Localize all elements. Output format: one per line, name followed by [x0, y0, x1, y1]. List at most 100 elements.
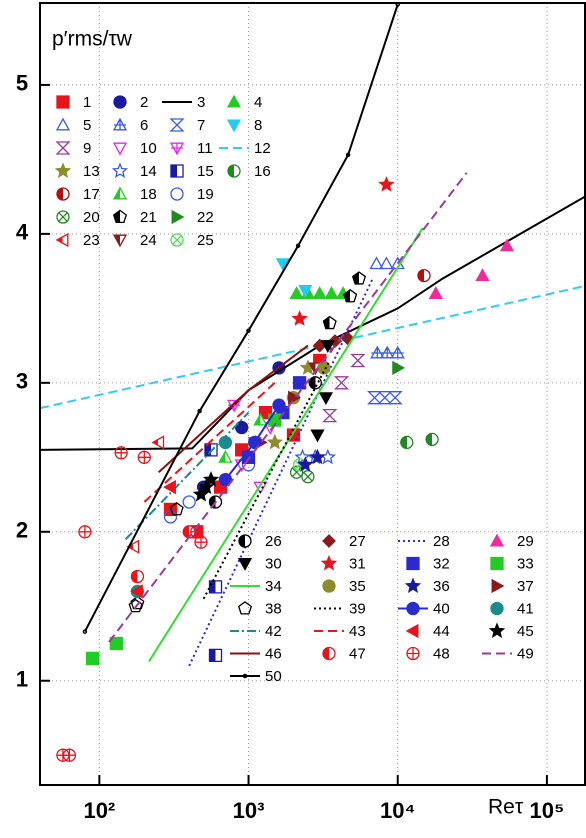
legend-item: 14: [111, 162, 157, 180]
marker: [490, 556, 504, 571]
marker: [56, 187, 70, 201]
marker: [170, 187, 184, 201]
legend-label: 28: [433, 533, 450, 550]
legend-item: 31: [320, 554, 366, 572]
marker: [112, 234, 128, 248]
legend-item: 33: [490, 555, 534, 572]
marker: [137, 450, 151, 464]
marker: [425, 432, 439, 447]
marker: [318, 392, 334, 406]
marker: [322, 579, 336, 593]
x-tick-label: 10⁵: [530, 798, 565, 823]
series-line: [143, 382, 276, 503]
legend-label: 34: [265, 578, 282, 595]
legend-item: 2: [113, 94, 148, 111]
legend-item: 48: [406, 645, 450, 662]
marker: [85, 651, 100, 666]
marker: [294, 448, 311, 465]
marker: [275, 258, 291, 272]
legend-label: 26: [265, 533, 282, 550]
y-tick-label: 5: [16, 71, 28, 96]
legend-label: 1: [83, 94, 91, 111]
marker: [400, 435, 414, 450]
legend-label: 14: [140, 163, 157, 180]
legend-item: 21: [112, 209, 157, 226]
legend-item: 23: [55, 232, 100, 249]
legend-item: 22: [171, 209, 214, 226]
marker: [130, 595, 145, 610]
marker: [218, 449, 233, 463]
legend-item: 36: [404, 577, 450, 595]
marker: [130, 584, 143, 599]
series-line: [148, 227, 424, 662]
legend-item: 50: [230, 668, 282, 685]
marker: [202, 471, 220, 487]
legend-item: 20: [56, 209, 100, 226]
legend-item: 44: [405, 623, 450, 640]
series-line: [40, 285, 585, 410]
marker: [380, 345, 395, 359]
y-tick-label: 3: [16, 369, 28, 394]
series-line: [124, 411, 250, 540]
legend-item: 37: [491, 578, 534, 595]
legend-item: 24: [112, 232, 157, 249]
legend-label: 17: [83, 186, 100, 203]
marker: [490, 601, 504, 616]
marker: [130, 569, 145, 584]
legend-item: 42: [230, 623, 282, 640]
marker: [324, 286, 339, 299]
marker: [235, 420, 249, 435]
legend-item: 6: [112, 117, 148, 134]
marker: [333, 376, 350, 390]
series-line: [108, 172, 468, 643]
marker: [320, 554, 338, 571]
legend-label: 36: [433, 578, 450, 595]
marker: [292, 376, 307, 390]
marker: [241, 450, 256, 464]
legend-label: 46: [265, 645, 282, 662]
marker: [151, 435, 165, 450]
marker: [112, 142, 128, 156]
marker: [114, 446, 128, 460]
marker: [428, 286, 443, 299]
marker: [322, 408, 338, 423]
marker: [78, 525, 92, 539]
legend-item: 28: [398, 533, 450, 550]
marker: [406, 556, 420, 571]
legend-label: 27: [349, 533, 366, 550]
legend-label: 50: [265, 668, 282, 685]
legend-item: 39: [314, 600, 366, 617]
series-line: [158, 344, 309, 473]
marker: [182, 495, 196, 509]
legend-item: 41: [490, 600, 534, 617]
marker: [488, 622, 506, 638]
legend-label: 23: [83, 232, 100, 249]
legend-label: 15: [197, 163, 214, 180]
marker: [169, 501, 184, 516]
legend-label: 49: [517, 645, 534, 662]
legend-item: 15: [170, 163, 214, 180]
legend-item: 16: [227, 163, 271, 180]
legend-item: 1: [56, 94, 91, 111]
marker: [301, 470, 315, 484]
plot-frame: [39, 2, 586, 786]
legend-label: 41: [517, 600, 534, 617]
marker: [55, 141, 71, 155]
legend-item: 45: [488, 622, 534, 640]
legend-label: 31: [349, 555, 366, 572]
legend-item: 11: [169, 140, 213, 157]
marker: [55, 232, 69, 248]
marker: [390, 345, 405, 359]
legend-label: 21: [140, 209, 157, 226]
marker: [272, 398, 286, 412]
marker: [320, 340, 335, 353]
marker: [82, 629, 88, 634]
legend-label: 10: [140, 140, 157, 157]
marker: [208, 648, 223, 663]
legend-item: 40: [398, 600, 450, 617]
legend-label: 32: [433, 555, 450, 572]
legend-label: 8: [254, 117, 262, 134]
legend-item: 13: [54, 162, 100, 180]
marker: [237, 558, 253, 571]
